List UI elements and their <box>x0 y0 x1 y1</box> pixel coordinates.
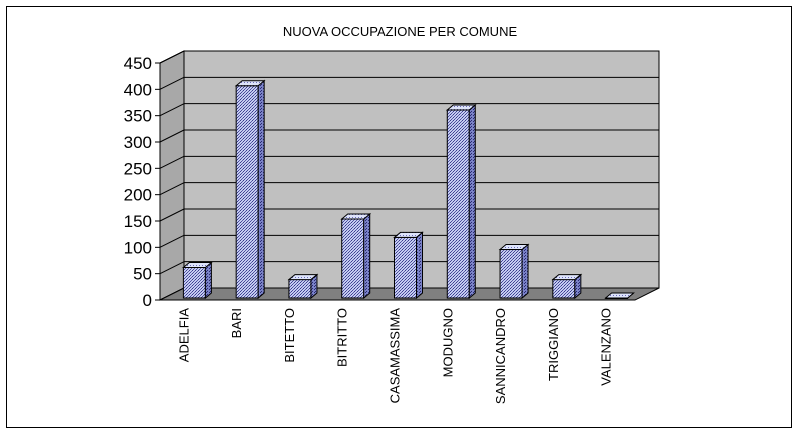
bar-top <box>551 274 583 281</box>
x-tick-label: BITETTO <box>282 308 297 363</box>
gridline-side <box>159 182 185 196</box>
bar-front <box>446 109 470 299</box>
y-tick-label: 100 <box>124 238 152 257</box>
x-tick-label: VALENZANO <box>599 308 614 386</box>
bar-bitetto <box>287 273 319 300</box>
bar-front <box>235 85 259 299</box>
bar-triggiano <box>551 273 583 300</box>
y-tick-label: 350 <box>124 107 152 126</box>
bar-casamassima <box>393 231 424 300</box>
gridline-side <box>159 208 185 222</box>
bar-top <box>287 274 319 281</box>
x-tick-label: BARI <box>229 308 244 338</box>
bar-top <box>393 231 424 238</box>
bar-side <box>416 231 423 300</box>
bar-top <box>604 292 635 299</box>
bar-modugno <box>445 103 477 300</box>
gridline-side <box>159 155 185 169</box>
bar-front <box>182 266 206 299</box>
bar-bari <box>234 79 266 300</box>
bar-bitritto <box>340 212 372 300</box>
x-tick-label: MODUGNO <box>440 308 455 377</box>
y-axis: 0 50 100 150 200 250 300 350 400 450 <box>124 54 635 310</box>
bar-top <box>498 244 530 251</box>
gridline-side <box>159 261 185 275</box>
bar-front <box>499 249 523 299</box>
bar-valenzano <box>604 292 635 299</box>
y-tick-label: 200 <box>124 186 152 205</box>
bar-adelfia <box>182 261 213 300</box>
y-tick-label: 50 <box>133 265 152 284</box>
bar-side <box>257 79 265 300</box>
bar-top <box>340 213 372 220</box>
chart-title: NUOVA OCCUPAZIONE PER COMUNE <box>283 24 518 39</box>
bar-top <box>182 261 213 268</box>
y-tick-label: 300 <box>124 133 152 152</box>
bar-side <box>204 261 212 300</box>
bar-front <box>552 279 576 299</box>
y-tick-label: 250 <box>124 159 152 178</box>
bar-front <box>341 218 365 299</box>
x-tick-label: CASAMASSIMA <box>388 308 403 404</box>
x-tick-label: SANNICANDRO <box>493 308 508 404</box>
bars <box>182 79 635 300</box>
x-tick-label: ADELFIA <box>176 308 191 363</box>
x-tick-label: BITRITTO <box>335 308 350 367</box>
x-tick-label: TRIGGIANO <box>546 308 561 381</box>
y-tick-label: 0 <box>143 291 152 310</box>
gridline-side <box>159 129 185 143</box>
gridline-side <box>159 76 185 90</box>
y-tick-label: 150 <box>124 212 152 231</box>
bar-sannicandro <box>498 243 530 300</box>
bar-front <box>394 236 417 299</box>
gridline-side <box>159 234 185 248</box>
bar-top <box>445 104 477 111</box>
bar-top <box>234 80 266 87</box>
bar-side <box>363 212 371 300</box>
gridline-side <box>159 103 185 117</box>
side-wall <box>159 50 185 301</box>
x-axis-labels: ADELFIA BARI BITETTO BITRITTO CASAMASSIMA MOD… <box>176 308 613 404</box>
bar-side <box>521 243 529 300</box>
bar-front <box>288 279 312 299</box>
y-tick-label: 400 <box>124 80 152 99</box>
gridline-side <box>159 50 185 64</box>
y-tick-label: 450 <box>124 54 152 73</box>
bar-side <box>468 103 476 300</box>
